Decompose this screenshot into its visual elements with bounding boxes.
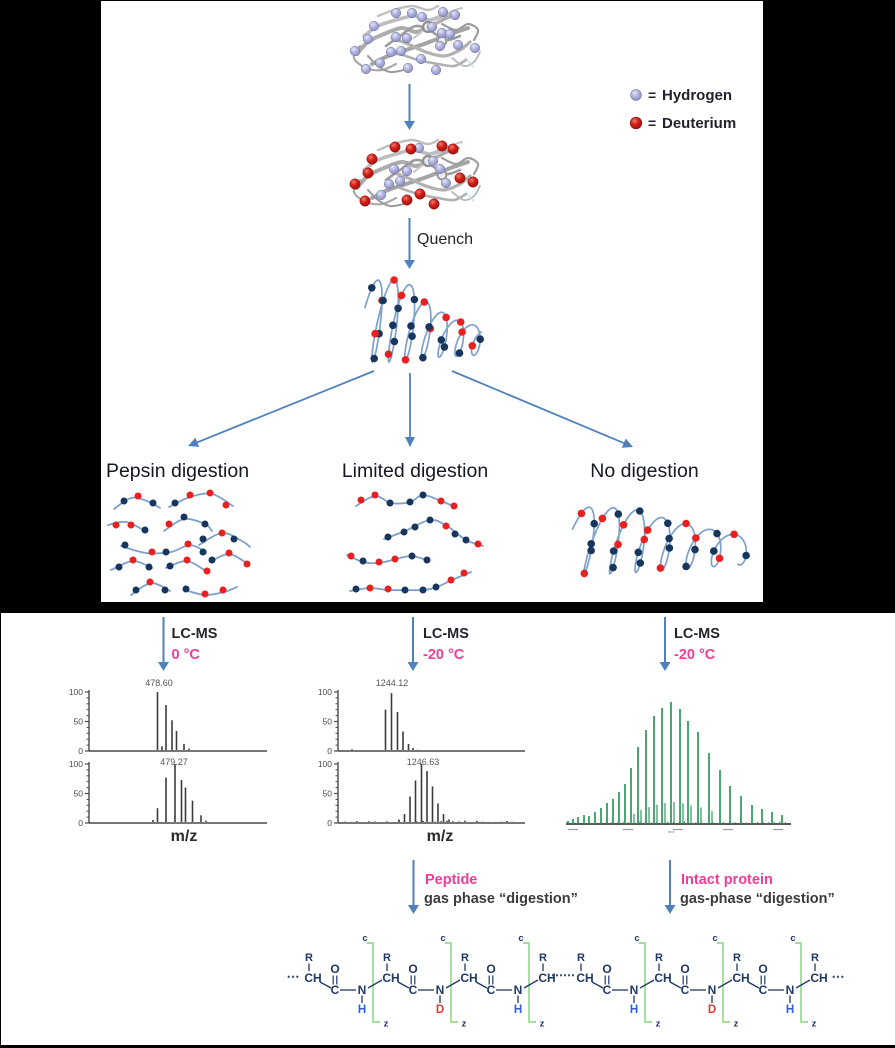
svg-text:479.27: 479.27 bbox=[160, 757, 188, 767]
svg-text:0 °C: 0 °C bbox=[172, 647, 201, 663]
svg-text:N: N bbox=[630, 983, 639, 997]
svg-text:O: O bbox=[330, 962, 339, 976]
svg-text:H: H bbox=[630, 1004, 638, 1016]
svg-text:Hydrogen: Hydrogen bbox=[662, 87, 732, 104]
svg-text:Pepsin digestion: Pepsin digestion bbox=[106, 460, 249, 482]
svg-text:H: H bbox=[358, 1004, 366, 1016]
svg-text:O: O bbox=[408, 962, 417, 976]
svg-text:50: 50 bbox=[74, 789, 84, 799]
svg-text:R: R bbox=[655, 952, 663, 964]
svg-text:-20 °C: -20 °C bbox=[423, 647, 465, 663]
svg-text:=: = bbox=[648, 87, 656, 103]
svg-text:0: 0 bbox=[327, 818, 332, 828]
svg-text:100: 100 bbox=[69, 687, 83, 697]
svg-text:R: R bbox=[383, 952, 391, 964]
svg-text:O: O bbox=[602, 962, 611, 976]
svg-text:gas phase “digestion”: gas phase “digestion” bbox=[424, 891, 578, 907]
svg-text:O: O bbox=[486, 962, 495, 976]
svg-text:Limited digestion: Limited digestion bbox=[342, 460, 488, 482]
svg-text:m/z: m/z bbox=[427, 828, 454, 845]
svg-text:R: R bbox=[461, 952, 469, 964]
svg-text:H: H bbox=[786, 1004, 794, 1016]
svg-text:LC-MS: LC-MS bbox=[423, 626, 469, 642]
svg-text:c: c bbox=[362, 933, 367, 944]
svg-text:O: O bbox=[680, 962, 689, 976]
svg-text:C: C bbox=[603, 983, 612, 997]
svg-text:CH: CH bbox=[654, 971, 671, 985]
svg-text:CH: CH bbox=[382, 971, 399, 985]
svg-text:R: R bbox=[577, 952, 585, 964]
svg-text:c: c bbox=[790, 933, 795, 944]
svg-text:C: C bbox=[681, 983, 690, 997]
svg-text:D: D bbox=[708, 1004, 716, 1016]
svg-text:=: = bbox=[648, 115, 656, 131]
svg-text:CH: CH bbox=[732, 971, 749, 985]
svg-text:O: O bbox=[758, 962, 767, 976]
svg-text:C: C bbox=[759, 983, 768, 997]
svg-text:⋯⋯: ⋯⋯ bbox=[551, 968, 575, 982]
svg-text:N: N bbox=[514, 983, 523, 997]
svg-text:R: R bbox=[539, 952, 547, 964]
svg-text:⋯: ⋯ bbox=[832, 969, 845, 984]
svg-text:m/z: m/z bbox=[668, 829, 674, 834]
svg-text:Deuterium: Deuterium bbox=[662, 115, 736, 132]
svg-text:Peptide: Peptide bbox=[425, 872, 477, 888]
svg-text:C: C bbox=[331, 983, 340, 997]
svg-text:100: 100 bbox=[318, 759, 332, 769]
svg-text:LC-MS: LC-MS bbox=[674, 626, 720, 642]
svg-text:N: N bbox=[786, 983, 795, 997]
svg-text:0: 0 bbox=[327, 746, 332, 756]
svg-text:0: 0 bbox=[78, 746, 83, 756]
svg-text:gas-phase “digestion”: gas-phase “digestion” bbox=[680, 891, 835, 907]
svg-text:CH: CH bbox=[538, 971, 555, 985]
svg-text:No digestion: No digestion bbox=[590, 460, 698, 482]
svg-text:z: z bbox=[462, 1019, 467, 1030]
svg-text:CH: CH bbox=[810, 971, 827, 985]
svg-text:z: z bbox=[734, 1019, 739, 1030]
svg-text:Intact protein: Intact protein bbox=[681, 872, 773, 888]
svg-text:1244.12: 1244.12 bbox=[376, 678, 409, 688]
svg-text:100: 100 bbox=[69, 759, 83, 769]
svg-text:N: N bbox=[358, 983, 367, 997]
svg-text:C: C bbox=[409, 983, 418, 997]
svg-text:1246.63: 1246.63 bbox=[407, 757, 440, 767]
svg-text:50: 50 bbox=[74, 717, 84, 727]
svg-text:⋯: ⋯ bbox=[287, 969, 300, 984]
svg-text:Quench: Quench bbox=[417, 231, 473, 248]
svg-text:CH: CH bbox=[576, 971, 593, 985]
svg-text:c: c bbox=[712, 933, 717, 944]
svg-text:R: R bbox=[733, 952, 741, 964]
svg-text:z: z bbox=[812, 1019, 817, 1030]
svg-text:C: C bbox=[487, 983, 496, 997]
svg-text:R: R bbox=[305, 952, 313, 964]
svg-text:-20 °C: -20 °C bbox=[674, 647, 716, 663]
svg-text:CH: CH bbox=[460, 971, 477, 985]
svg-text:z: z bbox=[384, 1019, 389, 1030]
svg-text:0: 0 bbox=[78, 818, 83, 828]
svg-text:R: R bbox=[811, 952, 819, 964]
svg-text:c: c bbox=[518, 933, 523, 944]
svg-text:N: N bbox=[708, 983, 717, 997]
svg-text:c: c bbox=[440, 933, 445, 944]
svg-text:CH: CH bbox=[304, 971, 321, 985]
svg-text:478.60: 478.60 bbox=[145, 678, 173, 688]
svg-text:D: D bbox=[436, 1004, 444, 1016]
svg-text:50: 50 bbox=[323, 717, 333, 727]
svg-text:z: z bbox=[656, 1019, 661, 1030]
svg-text:N: N bbox=[436, 983, 445, 997]
svg-text:c: c bbox=[634, 933, 639, 944]
svg-text:LC-MS: LC-MS bbox=[172, 626, 218, 642]
svg-text:z: z bbox=[540, 1019, 545, 1030]
svg-text:m/z: m/z bbox=[171, 828, 198, 845]
svg-text:H: H bbox=[514, 1004, 522, 1016]
svg-text:100: 100 bbox=[318, 687, 332, 697]
svg-text:50: 50 bbox=[323, 789, 333, 799]
